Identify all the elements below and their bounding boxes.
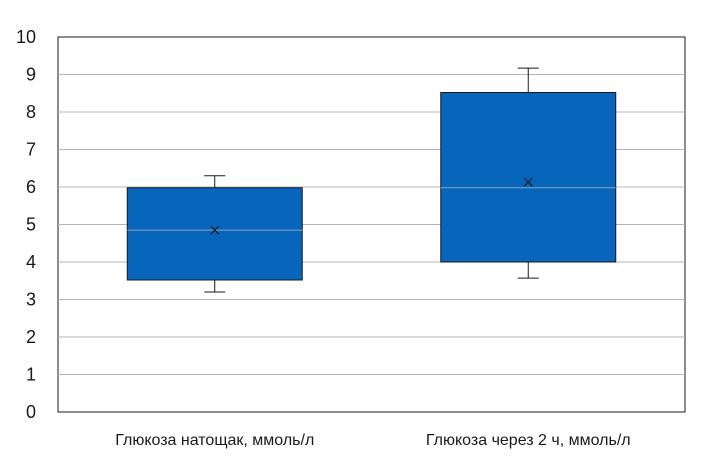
y-tick-label: 6 xyxy=(26,177,36,197)
box-series-1 xyxy=(126,175,303,293)
y-tick-label: 9 xyxy=(26,65,36,85)
y-tick-label: 7 xyxy=(26,140,36,160)
y-axis-tick-labels: 0 1 2 3 4 5 6 7 8 9 10 xyxy=(16,27,36,422)
x-axis-category-labels: Глюкоза натощак, ммоль/л Глюкоза через 2 … xyxy=(115,432,630,449)
boxes xyxy=(126,67,617,293)
x-category-label: Глюкоза натощак, ммоль/л xyxy=(115,432,314,449)
y-tick-label: 4 xyxy=(26,252,36,272)
y-tick-label: 5 xyxy=(26,215,36,235)
box-series-2 xyxy=(440,67,617,279)
y-tick-label: 1 xyxy=(26,365,36,385)
y-tick-label: 2 xyxy=(26,327,36,347)
box xyxy=(126,187,303,281)
mean-marker-stroke-2 xyxy=(210,225,220,235)
y-tick-label: 0 xyxy=(26,402,36,422)
y-tick-label: 8 xyxy=(26,102,36,122)
y-tick-label: 10 xyxy=(16,27,36,47)
x-category-label: Глюкоза через 2 ч, ммоль/л xyxy=(426,432,631,449)
y-tick-label: 3 xyxy=(26,290,36,310)
box xyxy=(440,92,617,263)
mean-marker-stroke-2 xyxy=(523,177,533,187)
